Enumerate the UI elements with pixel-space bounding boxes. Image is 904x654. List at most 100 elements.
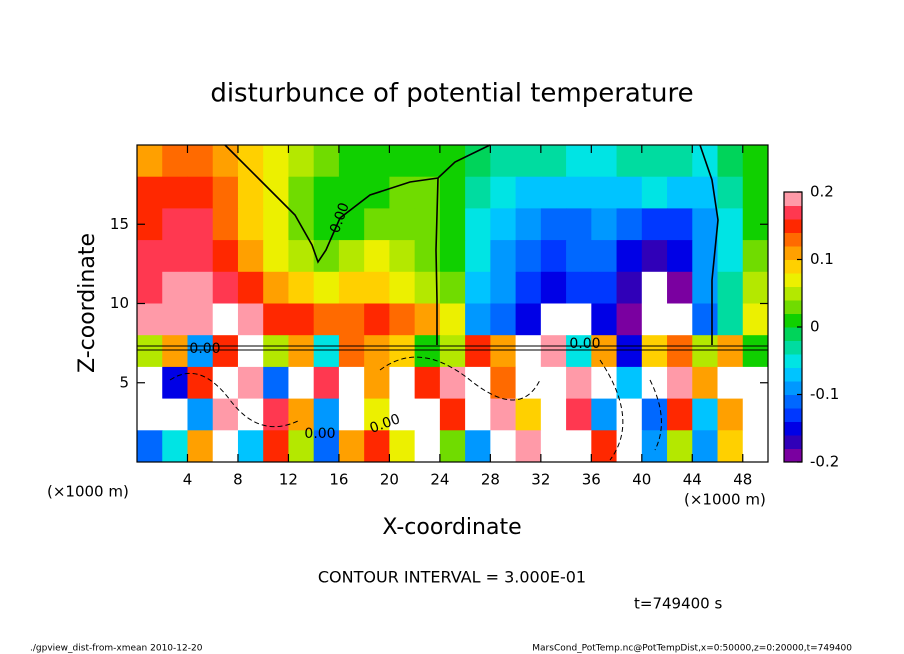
field-cell xyxy=(515,176,542,209)
field-cell xyxy=(237,430,264,463)
field-cell xyxy=(667,398,693,431)
field-cell xyxy=(465,398,491,431)
field-cell xyxy=(717,240,744,273)
field-cell xyxy=(162,366,188,400)
field-cell xyxy=(263,145,289,178)
field-cell xyxy=(490,208,517,241)
contour-line xyxy=(169,356,662,461)
field-cell xyxy=(742,240,769,273)
field-cell xyxy=(414,145,441,178)
field-cell xyxy=(616,271,643,304)
colorbar-band xyxy=(784,381,802,395)
footer-right: MarsCond_PotTemp.nc@PotTempDist,x=0:5000… xyxy=(532,644,852,654)
field-cell xyxy=(540,240,567,273)
field-cell xyxy=(137,303,163,336)
field-cell xyxy=(515,398,542,431)
field-cell xyxy=(439,208,466,241)
field-cell xyxy=(187,430,214,463)
field-cell xyxy=(591,430,618,463)
field-cell xyxy=(338,145,365,178)
field-cell xyxy=(313,176,340,209)
field-cell xyxy=(338,176,365,209)
field-cell xyxy=(414,430,441,463)
x-unit-right: (×1000 m) xyxy=(684,491,766,509)
field-cell xyxy=(263,208,289,241)
field-cell xyxy=(414,398,441,431)
colorbar-tick-label: 0 xyxy=(810,318,820,336)
field-cell xyxy=(540,303,567,336)
field-cell xyxy=(364,430,390,463)
field-cell xyxy=(162,398,188,431)
field-cell xyxy=(717,208,744,241)
colorbar: 0.2 0.1 0 -0.1 -0.2 xyxy=(783,183,839,471)
field-cell xyxy=(389,430,416,463)
field-cell xyxy=(566,240,592,273)
colorbar-band xyxy=(784,273,802,287)
y-tick-label: 15 xyxy=(110,215,129,233)
field-cell xyxy=(364,240,390,273)
field-cell xyxy=(137,335,163,368)
field-cell xyxy=(490,271,517,304)
field-cell xyxy=(212,208,239,241)
field-cell xyxy=(742,145,769,178)
field-cell xyxy=(591,303,618,336)
x-tick-label: 48 xyxy=(733,471,752,489)
field-cell xyxy=(540,176,567,209)
field-cell xyxy=(616,335,643,368)
colorbar-band xyxy=(784,219,802,233)
field-cell xyxy=(162,303,188,336)
field-cell xyxy=(490,366,517,400)
field-cell xyxy=(667,208,693,241)
field-cell xyxy=(717,271,744,304)
x-axis-label: X-coordinate xyxy=(382,515,521,540)
x-tick-label: 20 xyxy=(380,471,399,489)
x-unit-left: (×1000 m) xyxy=(47,483,129,501)
field-cell xyxy=(717,303,744,336)
field-cell xyxy=(212,176,239,209)
field-cell xyxy=(338,398,365,431)
field-cell xyxy=(566,176,592,209)
field-cell xyxy=(490,303,517,336)
field-cell xyxy=(187,335,214,368)
field-cell xyxy=(465,240,491,273)
field-cell xyxy=(313,271,340,304)
field-cell xyxy=(162,208,188,241)
field-cell xyxy=(187,271,214,304)
field-cell xyxy=(414,303,441,336)
field-cell xyxy=(263,271,289,304)
field-cell xyxy=(212,430,239,463)
field-cell xyxy=(313,208,340,241)
x-tick-label: 8 xyxy=(233,471,243,489)
field-cell xyxy=(515,271,542,304)
field-cell xyxy=(389,366,416,400)
field-cell xyxy=(313,366,340,400)
field-cell xyxy=(591,398,618,431)
field-cell xyxy=(187,366,214,400)
field-cell xyxy=(137,430,163,463)
zero-contour xyxy=(137,144,768,461)
colorbar-band xyxy=(784,286,802,301)
field-cell xyxy=(692,208,719,241)
field-cell xyxy=(742,303,769,336)
contour-label: 0.00 xyxy=(304,426,335,442)
colorbar-band xyxy=(784,421,802,436)
field-cell xyxy=(692,366,719,400)
field-cell xyxy=(515,366,542,400)
field-cell xyxy=(616,366,643,400)
field-cell xyxy=(364,335,390,368)
field-cell xyxy=(540,366,567,400)
field-cell xyxy=(237,208,264,241)
field-cell xyxy=(439,335,466,368)
field-cell xyxy=(667,430,693,463)
field-cell xyxy=(313,303,340,336)
field-cell xyxy=(465,208,491,241)
field-cell xyxy=(439,176,466,209)
field-cell xyxy=(742,398,769,431)
field-cell xyxy=(288,303,315,336)
field-cell xyxy=(263,303,289,336)
field-cell xyxy=(212,366,239,400)
field-cell xyxy=(465,430,491,463)
field-cell xyxy=(137,176,163,209)
contour-line xyxy=(224,144,491,264)
field-cell xyxy=(187,176,214,209)
